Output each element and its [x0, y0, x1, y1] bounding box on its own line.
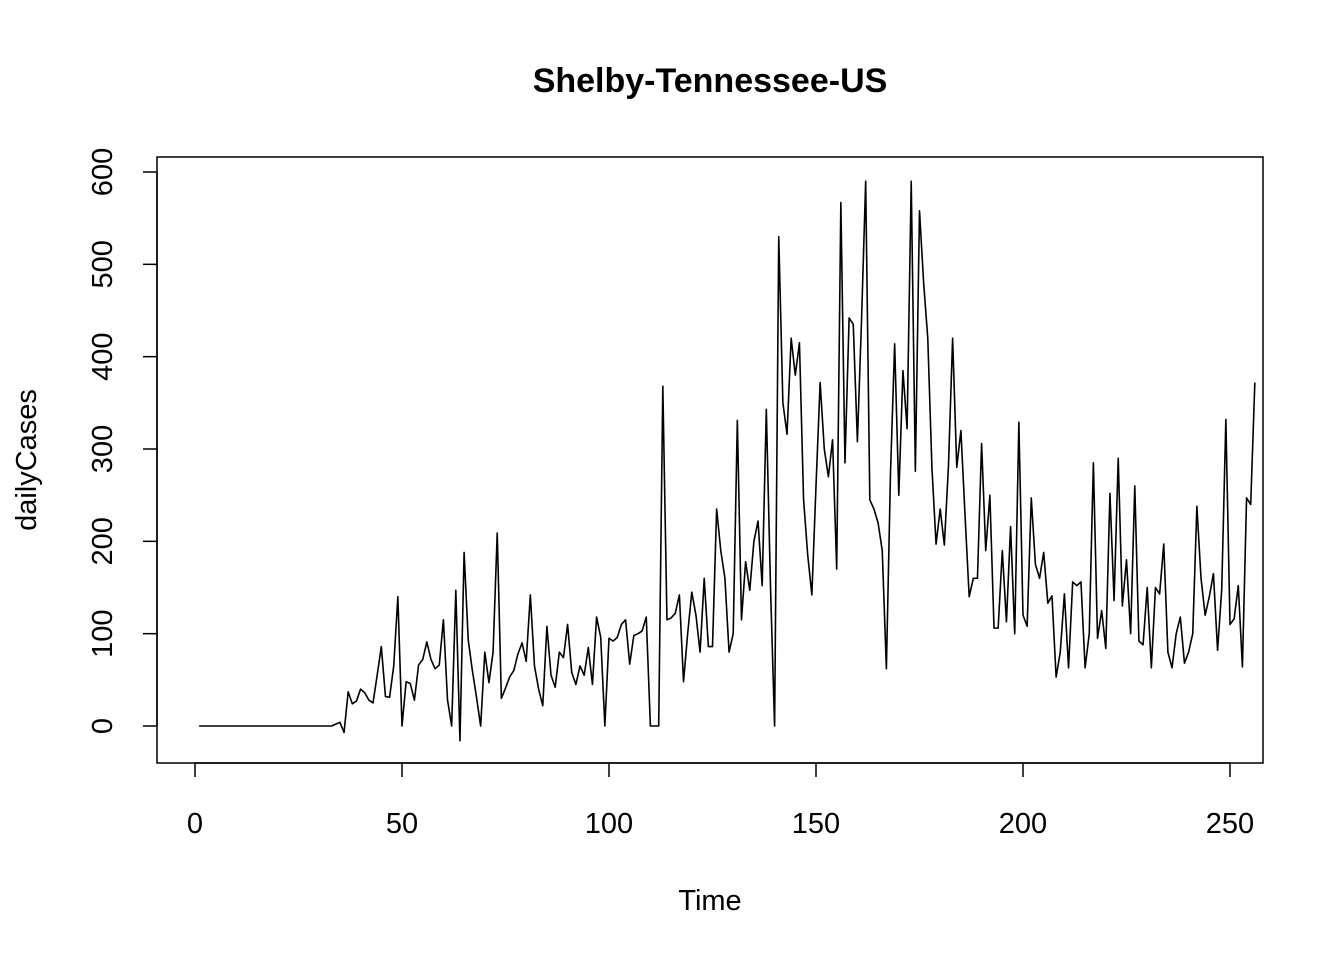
y-tick-label: 200	[87, 517, 119, 565]
x-tick-label: 150	[792, 808, 840, 840]
x-axis-title: Time	[678, 885, 741, 917]
x-tick-label: 0	[187, 808, 203, 840]
y-tick-label: 0	[87, 718, 119, 734]
y-tick-label: 400	[87, 332, 119, 380]
y-tick-label: 100	[87, 609, 119, 657]
x-tick-label: 100	[585, 808, 633, 840]
y-tick-label: 300	[87, 425, 119, 473]
x-tick-label: 50	[386, 808, 418, 840]
series-line	[199, 180, 1256, 742]
x-tick-label: 200	[999, 808, 1047, 840]
y-tick-label: 600	[87, 148, 119, 196]
x-tick-label: 250	[1206, 808, 1254, 840]
plot-frame	[156, 156, 1264, 764]
x-axis: 0 50 100 150 200 250	[187, 762, 1254, 840]
y-tick-label: 500	[87, 240, 119, 288]
y-axis: 0 100 200 300 400 500 600	[87, 148, 158, 734]
y-axis-title: dailyCases	[11, 389, 43, 531]
chart-title: Shelby-Tennessee-US	[533, 62, 888, 100]
